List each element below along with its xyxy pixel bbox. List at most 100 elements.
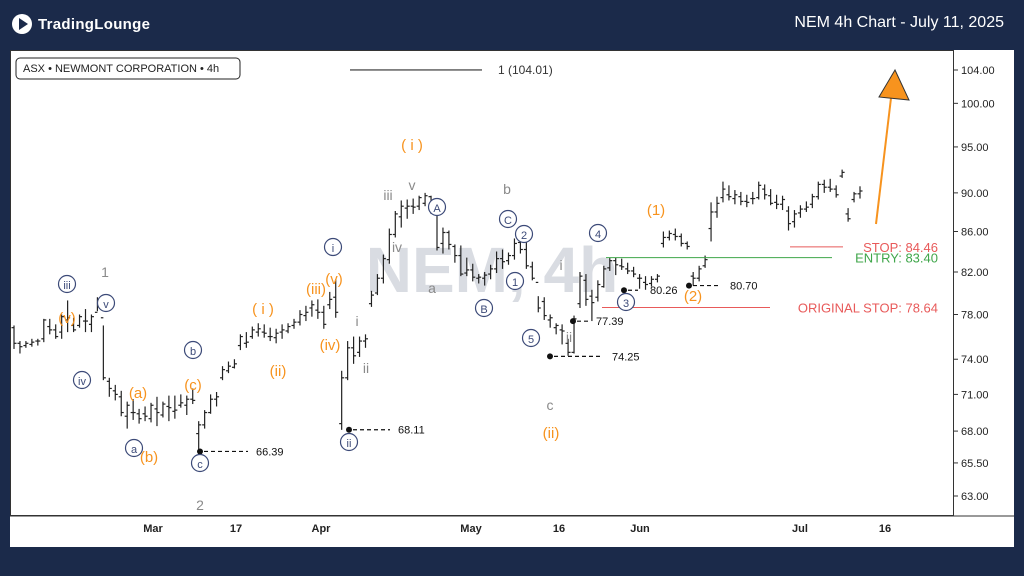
pivot-value-label: 77.39 <box>596 316 624 328</box>
entry-level-label: ENTRY: 83.40 <box>855 251 938 266</box>
wave-label-navy: 3 <box>623 298 629 310</box>
wave-label-orange: (ii) <box>270 363 287 380</box>
wave-label-orange: (iv) <box>320 337 341 354</box>
y-tick-label: 63.00 <box>961 491 989 503</box>
wave-label-navy: iv <box>78 376 86 388</box>
pivot-value-label: 80.26 <box>650 285 678 297</box>
original-stop-label: ORIGINAL STOP: 78.64 <box>798 301 938 316</box>
pivot-dot <box>197 448 203 455</box>
wave-label-gray: i <box>355 313 358 329</box>
wave-label-orange: (ii) <box>543 425 560 442</box>
chart-page-title: NEM 4h Chart - July 11, 2025 <box>794 14 1004 31</box>
wave-label-gray: a <box>428 280 436 296</box>
wave-label-orange: (c) <box>184 377 202 394</box>
wave-label-circle <box>474 298 494 318</box>
wave-label-circle <box>57 274 77 294</box>
y-tick-label: 71.00 <box>961 389 989 401</box>
wave-label-gray: ii <box>566 329 572 345</box>
wave-label-gray: 2 <box>196 497 204 513</box>
chart-watermark: NEM, 4h <box>366 234 618 306</box>
y-tick-label: 82.00 <box>961 267 989 279</box>
x-tick-label: Apr <box>312 523 332 535</box>
y-tick-label: 74.00 <box>961 354 989 366</box>
wave-label-gray: c <box>547 397 554 413</box>
symbol-legend-box <box>15 57 241 80</box>
wave-label-navy: i <box>332 243 334 255</box>
wave-label-orange: (v) <box>58 310 76 327</box>
wave-label-navy: 2 <box>521 230 527 242</box>
x-tick-label: Mar <box>143 523 163 535</box>
wave-label-orange: (iii) <box>306 281 326 298</box>
wave-label-circle <box>521 328 541 348</box>
wave-label-circle <box>616 292 636 312</box>
wave-label-navy: iii <box>63 280 70 292</box>
x-tick-label: 16 <box>879 523 891 535</box>
wave-label-navy: c <box>197 459 203 471</box>
wave-label-circle <box>514 224 534 244</box>
wave-label-orange: (2) <box>684 288 702 305</box>
y-tick-label: 104.00 <box>961 65 995 77</box>
logo-icon <box>12 14 32 34</box>
x-tick-label: 17 <box>230 523 242 535</box>
wave-label-orange: ( i ) <box>401 137 423 154</box>
x-tick-label: Jul <box>792 523 808 535</box>
y-tick-label: 68.00 <box>961 426 989 438</box>
wave-label-gray: b <box>503 181 511 197</box>
logo-text: TradingLounge <box>38 15 151 33</box>
x-tick-label: Jun <box>630 523 650 535</box>
wave-label-circle <box>588 223 608 243</box>
y-tick-label: 86.00 <box>961 227 989 239</box>
header-bar: TradingLounge NEM 4h Chart - July 11, 20… <box>0 0 1024 48</box>
wave-label-gray: iv <box>392 239 402 255</box>
target-level-label: 1 (104.01) <box>498 63 553 77</box>
wave-label-navy: C <box>504 215 512 227</box>
wave-label-orange: (b) <box>140 449 158 466</box>
projection-arrow-head <box>878 68 910 101</box>
wave-label-circle <box>339 432 359 452</box>
stop-level-label: STOP: 84.46 <box>863 240 938 255</box>
x-tick-label: 16 <box>553 523 565 535</box>
pivot-dot <box>547 353 553 360</box>
chart-symbol-title: ASX • NEWMONT CORPORATION • 4h <box>23 63 219 75</box>
wave-label-gray: iii <box>383 187 392 203</box>
wave-label-navy: 4 <box>595 229 601 241</box>
wave-label-gray: v <box>409 177 416 193</box>
y-tick-label: 78.00 <box>961 309 989 321</box>
wave-label-gray: i <box>559 257 562 273</box>
wave-label-circle <box>96 293 116 313</box>
pivot-dot <box>621 287 627 294</box>
wave-label-navy: 5 <box>528 334 534 346</box>
wave-label-orange: (v) <box>325 271 343 288</box>
wave-label-navy: b <box>190 346 196 358</box>
pivot-value-label: 68.11 <box>398 425 425 437</box>
pivot-value-label: 80.70 <box>730 281 758 293</box>
wave-label-navy: A <box>433 203 441 215</box>
wave-label-navy: B <box>480 304 487 316</box>
x-tick-label: May <box>460 523 482 535</box>
wave-label-circle <box>323 237 343 257</box>
wave-label-circle <box>498 209 518 229</box>
wave-label-navy: 1 <box>512 277 518 289</box>
wave-label-circle <box>505 271 525 291</box>
pivot-value-label: 74.25 <box>612 351 640 363</box>
wave-label-gray: ii <box>363 360 369 376</box>
wave-label-orange: (1) <box>647 202 665 219</box>
wave-label-orange: (a) <box>129 385 147 402</box>
y-tick-label: 95.00 <box>961 142 989 154</box>
wave-label-navy: a <box>131 444 138 456</box>
brand-logo: TradingLounge <box>12 14 150 34</box>
pivot-value-label: 66.39 <box>256 446 284 458</box>
y-tick-label: 65.50 <box>961 458 989 470</box>
wave-label-circle <box>183 340 203 360</box>
wave-label-circle <box>72 370 92 390</box>
wave-label-circle <box>190 453 210 473</box>
wave-label-gray: 1 <box>101 264 109 280</box>
wave-label-navy: ii <box>347 438 352 450</box>
pivot-dot <box>570 318 576 325</box>
y-tick-label: 100.00 <box>961 98 995 110</box>
wave-label-circle <box>124 438 144 458</box>
projection-arrow-line <box>875 97 892 225</box>
pivot-dot <box>346 426 352 433</box>
wave-label-navy: v <box>103 299 109 311</box>
pivot-dot <box>686 282 692 289</box>
